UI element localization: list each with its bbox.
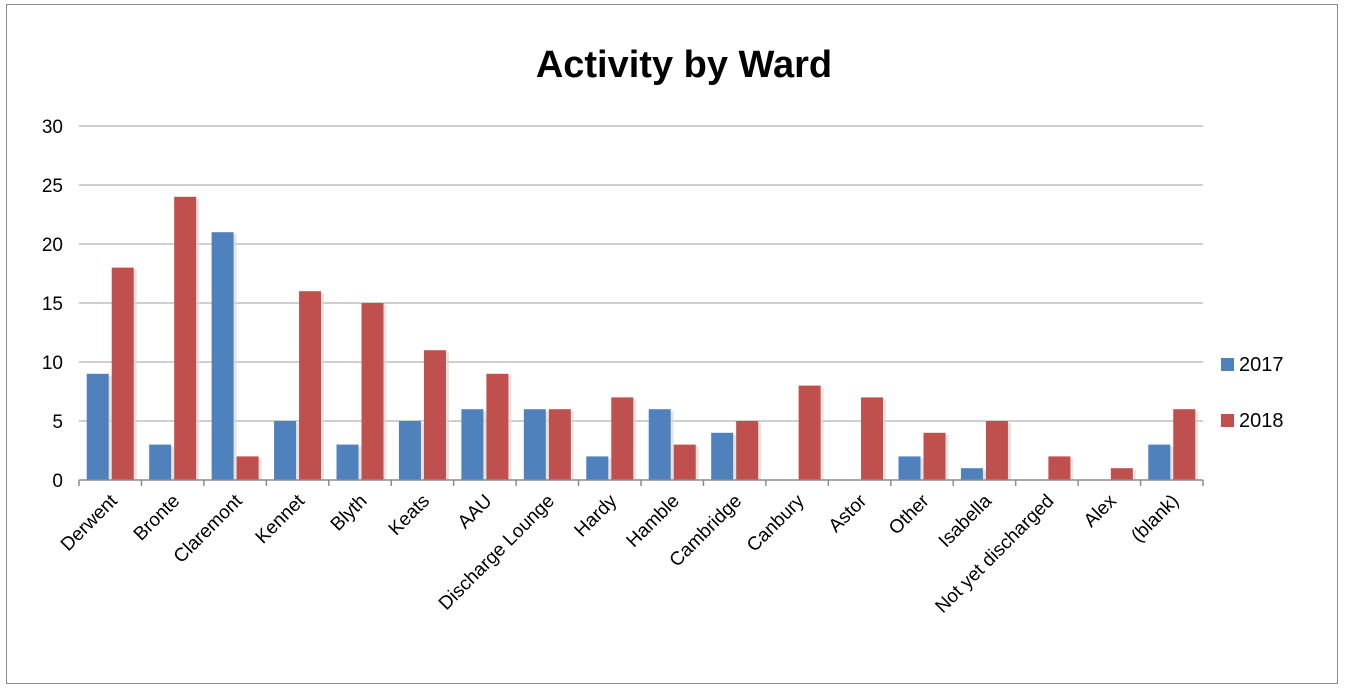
bar-2018 (1048, 456, 1071, 480)
legend-swatch-2017 (1221, 358, 1234, 371)
bar-2017 (586, 456, 609, 480)
legend: 2017 2018 (1221, 354, 1284, 432)
bar-2018 (486, 373, 509, 480)
chart-frame: Activity by Ward 0 5 10 15 20 25 30 Derwent Bron… (6, 4, 1338, 684)
bar-2017 (336, 444, 359, 480)
bar-2017 (86, 373, 109, 480)
legend-label: 2017 (1239, 354, 1284, 376)
bar-chart: Activity by Ward 0 5 10 15 20 25 30 Derwent Bron… (42, 44, 1284, 618)
y-tick-label: 10 (42, 353, 63, 374)
y-tick-label: 15 (42, 294, 63, 315)
x-tick-label: Bronte (130, 491, 184, 545)
x-tick-label: Kennet (252, 490, 310, 548)
x-tick-label: Hardy (571, 490, 622, 541)
bar-2017 (960, 468, 983, 480)
x-tick-label: Astor (825, 490, 872, 537)
bar-2018 (611, 397, 634, 480)
bar-2017 (1148, 444, 1171, 480)
bar-2018 (1110, 468, 1133, 480)
x-tick-label: Claremont (170, 490, 247, 567)
bar-2017 (711, 432, 734, 480)
bar-2018 (361, 303, 384, 480)
bar-2018 (299, 291, 322, 480)
x-tick-label: Keats (385, 491, 434, 540)
legend-swatch-2018 (1221, 414, 1234, 427)
x-tick-label: Canbury (743, 490, 809, 556)
bar-2018 (861, 397, 884, 480)
x-tick-label: Derwent (57, 490, 122, 555)
bar-2017 (523, 409, 546, 480)
bar-2018 (174, 196, 197, 481)
bar-2018 (923, 432, 946, 480)
bars (86, 196, 1199, 481)
bar-2017 (274, 421, 297, 480)
chart-title: Activity by Ward (536, 44, 832, 86)
bar-2018 (985, 421, 1008, 480)
bar-2017 (648, 409, 671, 480)
x-tick-label: (blank) (1127, 491, 1183, 547)
x-tick-label: Discharge Lounge (435, 491, 559, 615)
bar-2018 (548, 409, 571, 480)
y-tick-label: 0 (52, 471, 63, 492)
bar-2018 (423, 350, 446, 480)
bar-2018 (236, 456, 259, 480)
gridlines (79, 125, 1203, 422)
y-tick-label: 5 (52, 412, 63, 433)
x-tick-label: Hamble (623, 491, 684, 552)
bar-2017 (211, 232, 234, 480)
bar-2017 (149, 444, 172, 480)
bar-2018 (673, 444, 696, 480)
bar-2018 (736, 421, 759, 480)
legend-label: 2018 (1239, 410, 1284, 432)
x-tick-label: Alex (1080, 490, 1121, 531)
bar-2017 (461, 409, 484, 480)
bar-2017 (898, 456, 921, 480)
x-tick-label: Not yet discharged (932, 491, 1059, 618)
x-tick-label: Other (885, 490, 934, 539)
y-tick-label: 20 (42, 235, 63, 256)
y-tick-label: 30 (42, 117, 63, 138)
bar-2018 (111, 267, 134, 480)
bar-2018 (798, 385, 821, 480)
bar-2018 (1173, 409, 1196, 480)
x-tick-label: AAU (454, 491, 496, 533)
bar-2017 (398, 421, 421, 480)
x-tick-label: Isabella (935, 490, 996, 551)
x-tick-label: Blyth (327, 491, 372, 536)
y-tick-label: 25 (42, 176, 63, 197)
